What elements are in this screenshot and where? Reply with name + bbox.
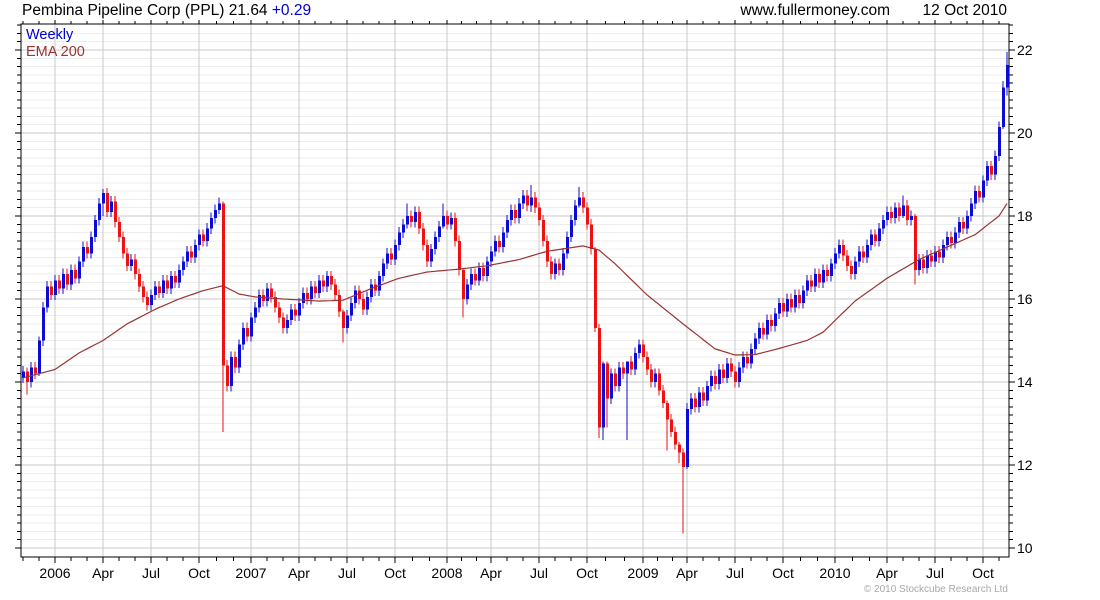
x-axis-label: Jul	[926, 565, 944, 581]
candles-layer	[22, 52, 1009, 534]
x-axis-label: Oct	[772, 565, 794, 581]
legend-weekly-label: Weekly	[26, 27, 74, 43]
x-axis-label: Apr	[876, 565, 898, 581]
x-axis-label: Jul	[530, 565, 548, 581]
x-axis-label: Jul	[338, 565, 356, 581]
legend-ema-label: EMA 200	[26, 44, 85, 60]
price-change: +0.29	[271, 2, 312, 19]
site-url: www.fullermoney.com	[740, 2, 890, 19]
report-date: 12 Oct 2010	[922, 2, 1007, 19]
x-axis-label: 2008	[431, 565, 462, 581]
instrument-title: Pembina Pipeline Corp (PPL) 21.64	[22, 2, 268, 19]
x-axis-label: Apr	[92, 565, 114, 581]
x-axis-label: Apr	[288, 565, 310, 581]
y-axis-label: 14	[1017, 374, 1033, 390]
x-axis-label: Oct	[384, 565, 406, 581]
x-axis-label: Apr	[676, 565, 698, 581]
x-axis-label: Oct	[576, 565, 598, 581]
x-axis-label: Jul	[142, 565, 160, 581]
y-axis-label: 18	[1017, 208, 1033, 224]
x-axis-label: Jul	[726, 565, 744, 581]
ema-line	[22, 203, 1008, 379]
page-title: Pembina Pipeline Corp (PPL) 21.64 +0.29	[22, 2, 311, 20]
grid-major	[21, 24, 1009, 557]
x-axis-label: 2007	[235, 565, 266, 581]
y-axis-label: 12	[1017, 457, 1033, 473]
x-axis-label: 2010	[819, 565, 850, 581]
copyright-notice: © 2010 Stockcube Research Ltd	[863, 584, 1008, 595]
grid-minor	[21, 32, 1009, 549]
y-axis-label: 22	[1017, 42, 1033, 58]
axis-labels: 10 12 14 16 18 20 22 2006 Apr Jul Oct 2007 Apr Jul Oct…	[39, 42, 1032, 581]
x-axis-label: 2009	[627, 565, 658, 581]
y-axis-label: 20	[1017, 125, 1033, 141]
x-axis-label: 2006	[39, 565, 70, 581]
y-axis-label: 10	[1017, 540, 1033, 556]
y-axis-label: 16	[1017, 291, 1033, 307]
x-axis-label: Oct	[972, 565, 994, 581]
plot-border	[20, 23, 1010, 558]
x-axis-label: Apr	[480, 565, 502, 581]
x-axis-label: Oct	[188, 565, 210, 581]
